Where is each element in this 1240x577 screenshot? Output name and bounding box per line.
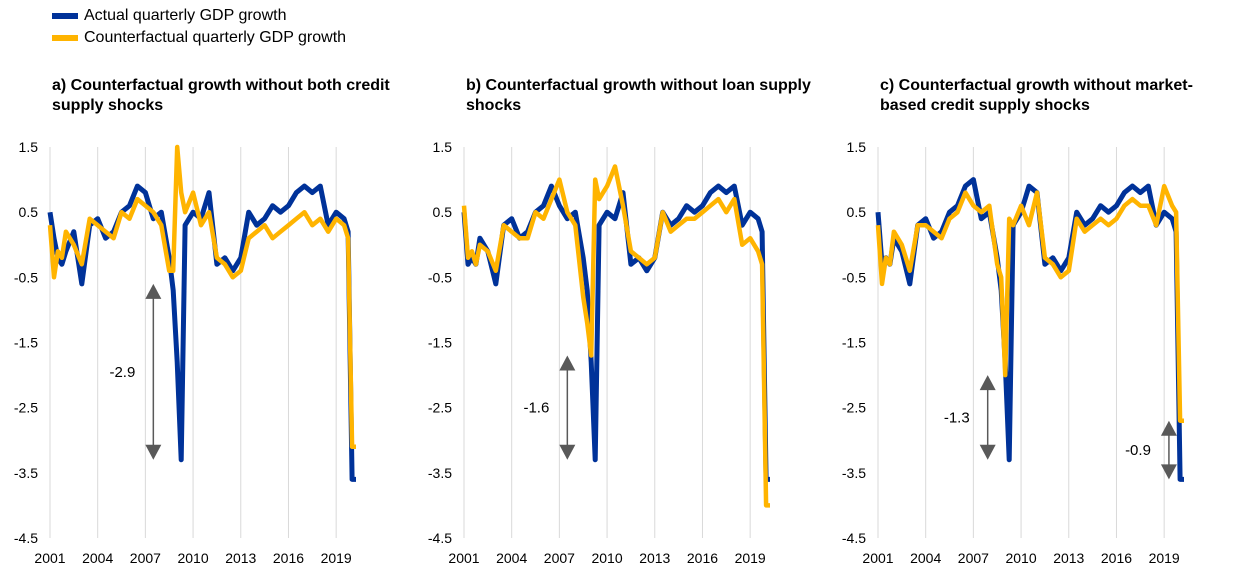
y-tick-a--4.5: -4.5 (14, 530, 38, 546)
x-tick-c-2001: 2001 (862, 550, 893, 566)
annotation-arrowhead-down-c-0 (979, 444, 996, 460)
x-tick-a-2004: 2004 (82, 550, 113, 566)
y-tick-b--1.5: -1.5 (428, 335, 452, 351)
y-tick-c-0.5: 0.5 (847, 204, 867, 220)
y-tick-a-0.5: 0.5 (19, 204, 39, 220)
series-counterfactual-line-b (461, 164, 770, 508)
y-tick-b--3.5: -3.5 (428, 465, 452, 481)
x-tick-b-2007: 2007 (544, 550, 575, 566)
annotation-label-c-1: -0.9 (1125, 442, 1151, 459)
x-tick-b-2004: 2004 (496, 550, 527, 566)
x-tick-a-2013: 2013 (225, 550, 256, 566)
y-tick-a--3.5: -3.5 (14, 465, 38, 481)
y-tick-b--4.5: -4.5 (428, 530, 452, 546)
x-tick-a-2016: 2016 (273, 550, 304, 566)
annotation-arrowhead-down-b-0 (559, 444, 576, 460)
annotation-arrowhead-up-a-0 (145, 283, 162, 299)
x-tick-a-2007: 2007 (130, 550, 161, 566)
annotation-arrowhead-up-c-0 (979, 375, 996, 391)
x-tick-b-2001: 2001 (448, 550, 479, 566)
legend-swatch-counterfactual (52, 35, 78, 41)
x-tick-b-2019: 2019 (735, 550, 766, 566)
x-tick-b-2013: 2013 (639, 550, 670, 566)
y-tick-c--2.5: -2.5 (842, 400, 866, 416)
y-tick-a--2.5: -2.5 (14, 400, 38, 416)
x-tick-a-2019: 2019 (321, 550, 352, 566)
x-tick-a-2001: 2001 (34, 550, 65, 566)
y-tick-c--0.5: -0.5 (842, 269, 866, 285)
y-tick-b--2.5: -2.5 (428, 400, 452, 416)
annotation-label-a-0: -2.9 (109, 364, 135, 381)
y-tick-c-1.5: 1.5 (847, 139, 867, 155)
legend: Actual quarterly GDP growth Counterfactu… (52, 5, 346, 49)
y-tick-a--0.5: -0.5 (14, 269, 38, 285)
y-tick-c--3.5: -3.5 (842, 465, 866, 481)
panel-title-b: b) Counterfactual growth without loan su… (466, 77, 811, 114)
x-tick-b-2010: 2010 (591, 550, 622, 566)
legend-label-counterfactual: Counterfactual quarterly GDP growth (84, 29, 347, 46)
series-actual-line-a (47, 183, 356, 482)
legend-swatch-actual (52, 13, 78, 19)
annotation-arrowhead-up-c-1 (1160, 420, 1177, 436)
annotation-arrowhead-up-b-0 (559, 355, 576, 371)
x-tick-a-2010: 2010 (177, 550, 208, 566)
legend-label-actual: Actual quarterly GDP growth (84, 7, 287, 24)
y-tick-c--4.5: -4.5 (842, 530, 866, 546)
y-tick-a-1.5: 1.5 (19, 139, 39, 155)
x-tick-c-2019: 2019 (1149, 550, 1180, 566)
y-tick-a--1.5: -1.5 (14, 335, 38, 351)
y-tick-b-1.5: 1.5 (433, 139, 453, 155)
series-counterfactual-line-c (875, 183, 1184, 423)
y-tick-c--1.5: -1.5 (842, 335, 866, 351)
x-tick-c-2016: 2016 (1101, 550, 1132, 566)
x-tick-c-2004: 2004 (910, 550, 941, 566)
x-tick-b-2016: 2016 (687, 550, 718, 566)
panel-title-a: a) Counterfactual growth without both cr… (52, 77, 390, 114)
legend-item-counterfactual: Counterfactual quarterly GDP growth (52, 27, 346, 49)
series-counterfactual-line-a (47, 144, 356, 450)
x-tick-c-2007: 2007 (958, 550, 989, 566)
legend-item-actual: Actual quarterly GDP growth (52, 5, 346, 27)
y-tick-b--0.5: -0.5 (428, 269, 452, 285)
annotation-arrowhead-down-a-0 (145, 444, 162, 460)
annotation-label-c-0: -1.3 (944, 409, 970, 426)
y-tick-b-0.5: 0.5 (433, 204, 453, 220)
series-actual-line-b (461, 183, 770, 482)
annotation-arrowhead-down-c-1 (1160, 464, 1177, 480)
x-tick-c-2010: 2010 (1005, 550, 1036, 566)
x-tick-c-2013: 2013 (1053, 550, 1084, 566)
panel-title-c: c) Counterfactual growth without market-… (880, 77, 1193, 114)
annotation-label-b-0: -1.6 (523, 400, 549, 417)
